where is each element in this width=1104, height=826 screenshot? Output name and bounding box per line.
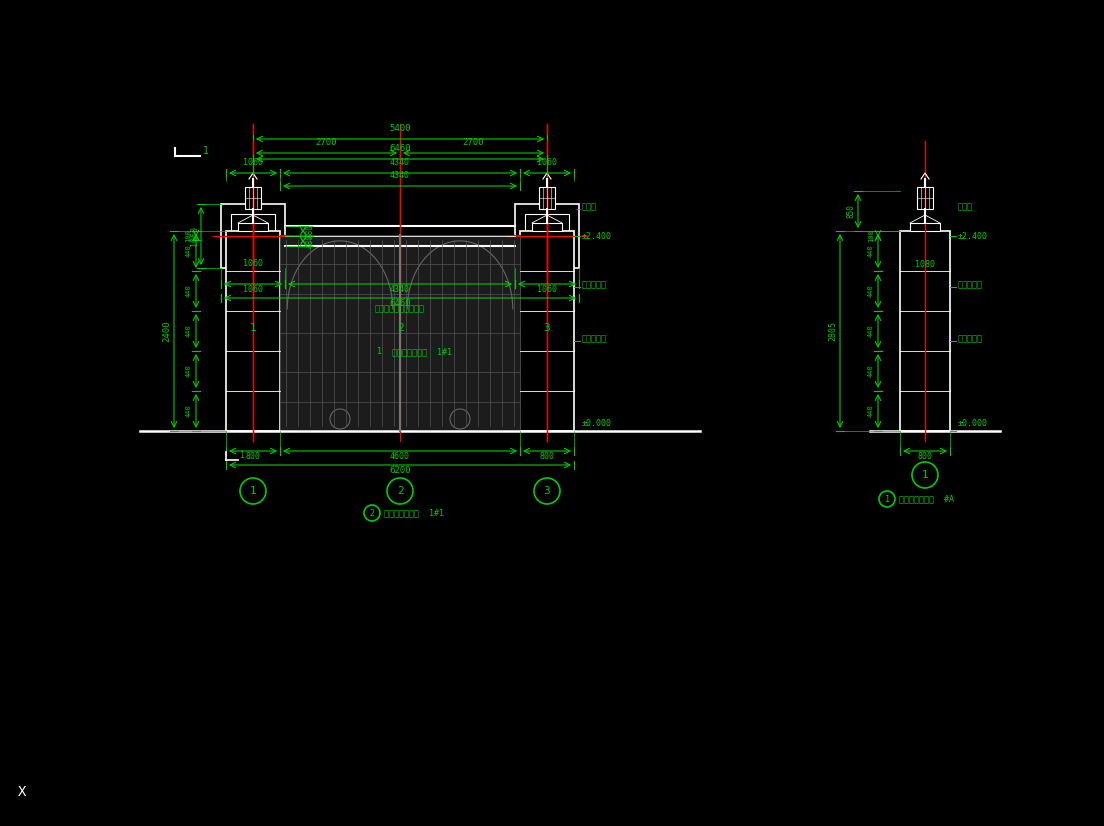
- Text: 4340: 4340: [390, 171, 410, 180]
- Text: 4340: 4340: [390, 158, 410, 167]
- Text: 1: 1: [250, 486, 256, 496]
- Text: 3: 3: [543, 486, 551, 496]
- Text: 入户大门详图集  1#1: 入户大门详图集 1#1: [384, 509, 444, 518]
- Text: 黄金麻干挂: 黄金麻干挂: [958, 334, 983, 343]
- Bar: [231, 214, 275, 259]
- Text: 1060: 1060: [243, 285, 263, 294]
- Bar: [243, 225, 263, 246]
- Text: 480: 480: [306, 234, 315, 248]
- Text: 黄金麻压顶: 黄金麻压顶: [958, 280, 983, 289]
- Text: 黄金麻干挂: 黄金麻干挂: [582, 334, 607, 343]
- Bar: [238, 223, 268, 231]
- Text: 6200: 6200: [390, 466, 411, 475]
- Text: 2805: 2805: [828, 321, 838, 341]
- Text: 850: 850: [847, 204, 856, 218]
- Text: ±0.000: ±0.000: [582, 419, 612, 428]
- Text: 4340: 4340: [390, 285, 410, 294]
- Bar: [245, 187, 261, 209]
- Text: 1: 1: [884, 495, 890, 504]
- Text: 2: 2: [396, 486, 403, 496]
- Text: 铁艺大门（厂家定制）: 铁艺大门（厂家定制）: [375, 304, 425, 313]
- Bar: [537, 225, 558, 246]
- Bar: [280, 235, 520, 431]
- Text: ±2.400: ±2.400: [582, 232, 612, 241]
- Text: 2: 2: [396, 323, 403, 333]
- Text: 440: 440: [185, 364, 192, 377]
- Text: 1060: 1060: [537, 158, 558, 167]
- Text: 4600: 4600: [390, 452, 410, 461]
- Text: 440: 440: [868, 405, 874, 417]
- Text: 3: 3: [543, 323, 551, 333]
- Bar: [226, 231, 280, 431]
- Text: 800: 800: [245, 452, 261, 461]
- Text: 440: 440: [868, 364, 874, 377]
- Bar: [539, 187, 555, 209]
- Text: 5400: 5400: [390, 124, 411, 133]
- Text: 800: 800: [917, 452, 933, 461]
- Bar: [524, 214, 570, 259]
- Text: ±2.400: ±2.400: [958, 232, 988, 241]
- Text: 1: 1: [250, 323, 256, 333]
- Bar: [221, 204, 285, 268]
- Text: 6460: 6460: [390, 299, 411, 308]
- Text: 黄金麻压顶: 黄金麻压顶: [582, 280, 607, 289]
- Text: 440: 440: [868, 244, 874, 258]
- Text: 6460: 6460: [390, 144, 411, 153]
- Bar: [520, 231, 574, 431]
- Text: 100: 100: [185, 229, 191, 242]
- Bar: [917, 187, 933, 209]
- Text: 入户大门详图集  1#1: 入户大门详图集 1#1: [392, 348, 452, 357]
- Text: 440: 440: [185, 244, 192, 258]
- Text: 800: 800: [540, 452, 554, 461]
- Text: 440: 440: [185, 405, 192, 417]
- Text: 射光灯: 射光灯: [582, 202, 597, 211]
- Bar: [900, 231, 951, 431]
- Text: 1060: 1060: [243, 259, 263, 268]
- Text: 100: 100: [868, 229, 874, 242]
- Bar: [910, 223, 940, 231]
- Text: 440: 440: [185, 285, 192, 297]
- Text: 1: 1: [378, 348, 382, 357]
- Text: 射光灯: 射光灯: [958, 202, 973, 211]
- Text: 2: 2: [370, 509, 374, 518]
- Text: 440: 440: [868, 285, 874, 297]
- Bar: [514, 204, 578, 268]
- Text: X: X: [18, 785, 26, 799]
- Text: 440: 440: [868, 325, 874, 337]
- Text: 2700: 2700: [316, 138, 337, 147]
- Text: 大门轴线详图集  #A: 大门轴线详图集 #A: [899, 495, 954, 504]
- Text: 480: 480: [306, 224, 315, 238]
- Text: 1060: 1060: [537, 285, 558, 294]
- Text: 1: 1: [203, 146, 209, 156]
- Text: 440: 440: [185, 325, 192, 337]
- Text: 1: 1: [922, 470, 928, 480]
- Text: 1060: 1060: [190, 226, 199, 246]
- Text: 2400: 2400: [162, 320, 171, 342]
- Bar: [532, 223, 562, 231]
- Text: 1: 1: [240, 451, 245, 460]
- Text: ±0.000: ±0.000: [958, 419, 988, 428]
- Text: 2700: 2700: [463, 138, 485, 147]
- Text: 1060: 1060: [243, 158, 263, 167]
- Text: 1080: 1080: [915, 260, 935, 269]
